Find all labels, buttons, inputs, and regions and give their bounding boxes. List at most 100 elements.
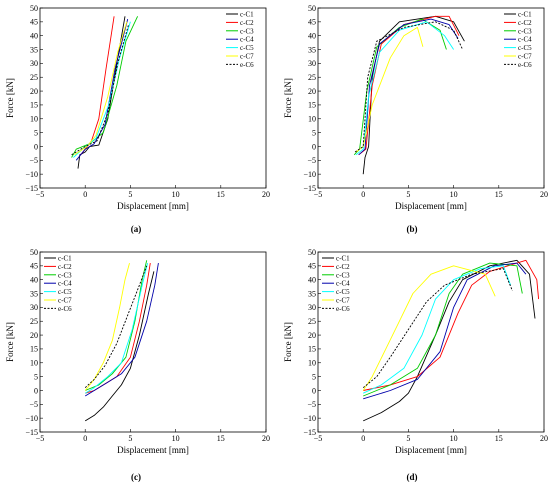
y-tick-label: −5 xyxy=(307,400,316,409)
x-tick-label: 20 xyxy=(540,434,548,443)
series-line-e-C6 xyxy=(71,24,130,156)
y-tick-label: 15 xyxy=(308,101,316,110)
legend-label: e-C6 xyxy=(240,61,254,69)
y-tick-label: 25 xyxy=(308,73,316,82)
x-tick-label: 10 xyxy=(172,190,180,199)
y-tick-label: 35 xyxy=(30,289,38,298)
series-line-c-C7 xyxy=(74,21,128,156)
y-tick-label: 30 xyxy=(30,303,38,312)
legend-label: c-C7 xyxy=(518,53,532,61)
x-tick-label: 5 xyxy=(406,190,410,199)
y-tick-label: 25 xyxy=(30,317,38,326)
legend-label: c-C1 xyxy=(58,255,72,263)
legend-label: c-C7 xyxy=(58,297,72,305)
y-tick-label: 25 xyxy=(30,73,38,82)
legend-label: c-C1 xyxy=(518,11,532,19)
x-tick-label: 0 xyxy=(83,434,87,443)
panel-caption: (d) xyxy=(407,472,418,482)
y-tick-label: 30 xyxy=(30,59,38,68)
y-tick-label: 20 xyxy=(30,87,38,96)
x-tick-label: −5 xyxy=(314,434,323,443)
panels: −5 0 5 10 15 20−15−10−505101520253035404550Di… xyxy=(5,4,548,482)
x-axis-label: Displacement [mm] xyxy=(117,201,189,211)
y-tick-label: 15 xyxy=(308,345,316,354)
y-tick-label: −15 xyxy=(303,428,316,437)
y-tick-label: −10 xyxy=(25,170,38,179)
y-axis-label: Force [kN] xyxy=(5,322,15,362)
panel-caption: (a) xyxy=(131,224,142,234)
y-tick-label: 5 xyxy=(34,128,38,137)
y-tick-label: 45 xyxy=(308,18,316,27)
y-tick-label: 0 xyxy=(34,142,38,151)
series-line-c-C7 xyxy=(362,265,496,391)
y-tick-label: 35 xyxy=(308,289,316,298)
y-tick-label: 5 xyxy=(34,372,38,381)
y-tick-label: −15 xyxy=(25,184,38,193)
legend: c-C1c-C2c-C3c-C4c-C5c-C7e-C6 xyxy=(44,255,72,313)
plot-frame xyxy=(39,251,267,433)
series-line-e-C6 xyxy=(362,268,513,389)
legend-label: c-C1 xyxy=(336,255,350,263)
x-tick-label: 0 xyxy=(361,190,365,199)
series-line-c-C3 xyxy=(71,16,139,158)
series-line-c-C3 xyxy=(85,260,148,391)
x-tick-label: 0 xyxy=(361,434,365,443)
legend-label: c-C2 xyxy=(518,19,532,27)
chart-panel-3: −5 0 5 10 15 20 −15 −10 −5 0 5 10 15 20 25 30 35 40 45 50 Di… xyxy=(5,248,270,482)
x-tick-label: 20 xyxy=(262,434,270,443)
y-tick-label: 10 xyxy=(30,359,38,368)
y-tick-label: 40 xyxy=(308,31,316,40)
plot-frame xyxy=(39,7,267,189)
series-line-c-C4 xyxy=(84,263,159,397)
y-tick-label: 10 xyxy=(308,359,316,368)
series-line-c-C1 xyxy=(362,15,465,175)
legend: c-C1c-C2c-C3c-C4c-C5c-C7e-C6 xyxy=(226,11,254,69)
chart-panel-1: −5 0 5 10 15 20 −15 −10 −5 0 5 10 15 20 25 30 35 40 45 50 Di… xyxy=(5,4,270,234)
y-tick-label: 5 xyxy=(312,372,316,381)
legend: c-C1c-C2c-C3c-C4c-C5c-C7e-C6 xyxy=(322,255,350,313)
series-line-c-C2 xyxy=(363,259,540,391)
x-tick-label: 10 xyxy=(450,190,458,199)
y-tick-label: 20 xyxy=(308,87,316,96)
chart-panel-4: −5 0 5 10 15 20 −15 −10 −5 0 5 10 15 20 25 30 35 40 45 50 Di… xyxy=(283,248,548,482)
legend-label: c-C3 xyxy=(518,27,532,35)
x-tick-label: 15 xyxy=(495,190,503,199)
y-tick-label: 30 xyxy=(308,303,316,312)
y-tick-label: 45 xyxy=(308,262,316,271)
x-tick-label: 0 xyxy=(83,190,87,199)
legend-label: e-C6 xyxy=(336,305,350,313)
legend-label: c-C4 xyxy=(240,36,254,44)
y-tick-label: 50 xyxy=(308,248,316,257)
panel-caption: (b) xyxy=(407,224,418,234)
y-tick-label: 15 xyxy=(30,101,38,110)
x-tick-label: 10 xyxy=(450,434,458,443)
x-tick-label: 20 xyxy=(262,190,270,199)
legend-label: c-C4 xyxy=(336,280,350,288)
y-tick-label: 45 xyxy=(30,262,38,271)
y-tick-label: 40 xyxy=(30,31,38,40)
x-tick-label: 5 xyxy=(128,434,132,443)
y-tick-label: 0 xyxy=(34,386,38,395)
series-line-c-C7 xyxy=(355,26,424,153)
series-line-c-C3 xyxy=(363,262,523,397)
legend-label: e-C6 xyxy=(58,305,72,313)
x-tick-label: −5 xyxy=(314,190,323,199)
x-axis-label: Displacement [mm] xyxy=(395,201,467,211)
series-line-c-C1 xyxy=(84,271,155,422)
y-tick-label: 40 xyxy=(308,275,316,284)
y-tick-label: −15 xyxy=(303,184,316,193)
series-line-c-C5 xyxy=(84,262,149,394)
x-tick-label: −5 xyxy=(36,434,45,443)
legend-label: c-C2 xyxy=(58,263,72,271)
y-tick-label: 20 xyxy=(30,331,38,340)
y-tick-label: 30 xyxy=(308,59,316,68)
legend-label: c-C7 xyxy=(240,53,254,61)
x-tick-label: 20 xyxy=(540,190,548,199)
legend-label: c-C7 xyxy=(336,297,350,305)
x-tick-label: 15 xyxy=(217,434,225,443)
series-line-e-C6 xyxy=(354,21,464,153)
series-line-c-C5 xyxy=(363,265,512,394)
legend-label: c-C3 xyxy=(336,271,350,279)
y-tick-label: 50 xyxy=(30,4,38,13)
